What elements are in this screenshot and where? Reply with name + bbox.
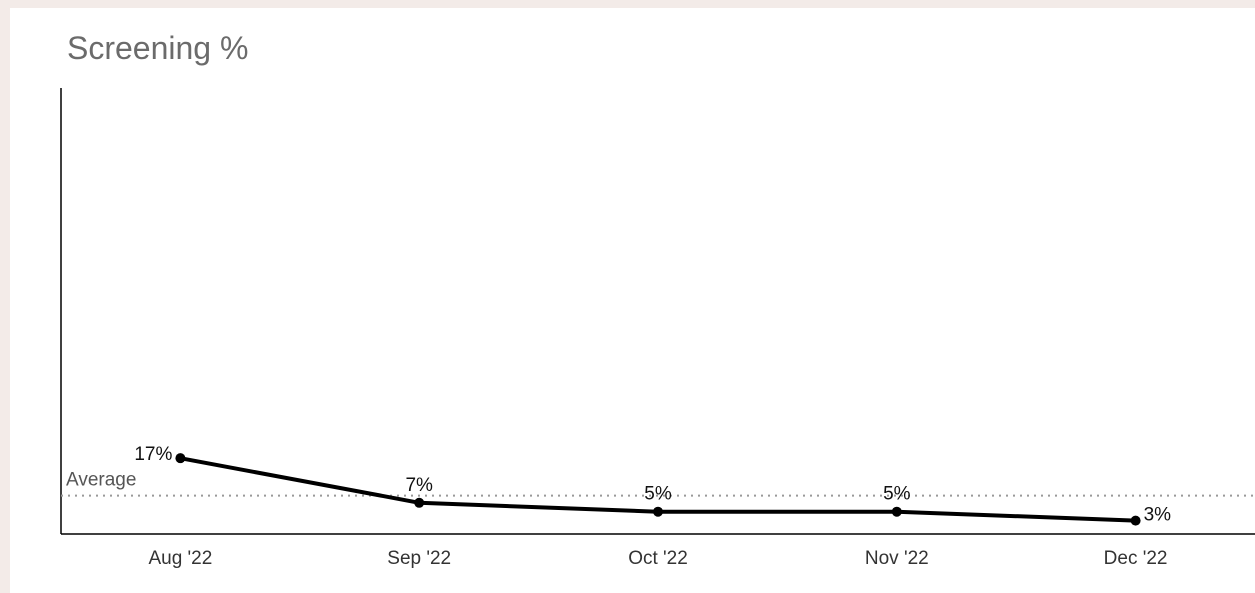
average-label: Average <box>66 470 136 491</box>
data-label: 5% <box>644 484 672 505</box>
data-point[interactable] <box>175 453 186 464</box>
line-chart: Average 17% Aug '22 7% Sep '22 5% Oct '22 5% Nov… <box>60 88 1255 569</box>
data-point[interactable] <box>891 506 902 517</box>
x-tick-label: Nov '22 <box>865 548 929 569</box>
data-point[interactable] <box>653 506 663 517</box>
data-point[interactable] <box>1130 515 1141 526</box>
x-tick-label: Sep '22 <box>387 548 451 569</box>
x-tick-label: Aug '22 <box>148 548 212 569</box>
data-label: 7% <box>405 475 433 496</box>
data-point[interactable] <box>414 497 425 508</box>
data-label: 17% <box>134 444 172 465</box>
x-tick-label: Dec '22 <box>1104 548 1168 569</box>
chart-title: Screening % <box>67 30 249 66</box>
chart-card: Screening % Average 17% Aug '22 7% Sep '22 5%… <box>10 8 1255 593</box>
data-label: 5% <box>883 484 911 505</box>
x-tick-label: Oct '22 <box>628 548 688 569</box>
data-label: 3% <box>1144 505 1172 526</box>
